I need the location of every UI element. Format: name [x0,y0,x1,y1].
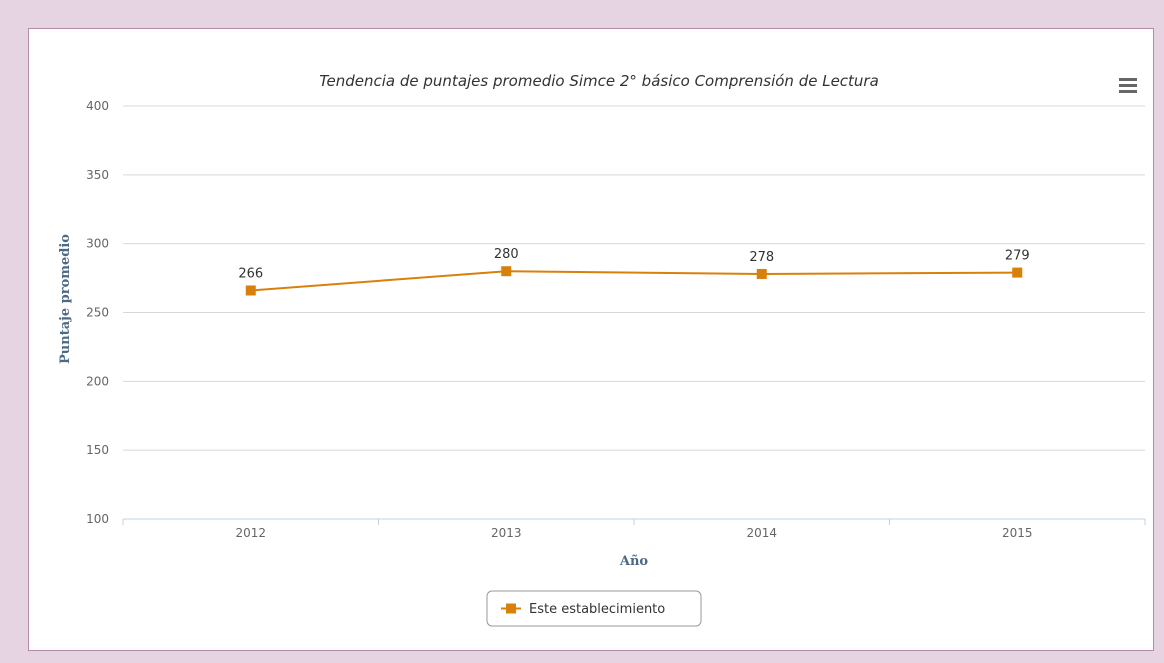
x-tick-label: 2012 [235,526,266,540]
legend-square-marker-icon [506,603,516,614]
chart-container: Tendencia de puntajes promedio Simce 2° … [28,28,1154,651]
legend-box [486,590,702,627]
y-tick-label: 250 [86,306,109,320]
y-tick-label: 350 [86,168,109,182]
x-axis-title: Año [619,554,649,569]
y-tick-label: 150 [86,443,109,457]
series-este-establecimiento: 266 280 278 279 [238,247,1030,296]
data-label: 279 [1005,249,1030,264]
y-tick-label: 300 [86,237,109,251]
data-label: 266 [238,266,263,281]
x-tick-label: 2013 [491,526,522,540]
data-label: 278 [749,250,774,265]
data-point[interactable] [756,268,767,279]
data-label: 280 [494,247,519,262]
grid-lines [123,105,1145,451]
y-axis-ticks: 100 150 200 250 300 350 400 [86,99,109,526]
data-point[interactable] [1012,267,1023,278]
y-tick-label: 100 [86,512,109,526]
x-tick-label: 2014 [746,526,777,540]
legend-item-este-establecimiento[interactable]: Este establecimiento [529,602,665,617]
hamburger-menu-icon[interactable] [1117,74,1139,96]
y-tick-label: 200 [86,374,109,388]
legend[interactable]: Este establecimiento [486,590,702,627]
data-point[interactable] [501,266,512,277]
y-axis-title: Puntaje promedio [58,234,73,364]
series-line [250,270,1018,292]
x-axis: 2012 2013 2014 2015 [122,518,1146,540]
x-tick-label: 2015 [1002,526,1033,540]
data-point[interactable] [245,285,256,296]
chart-title: Tendencia de puntajes promedio Simce 2° … [319,72,879,90]
line-chart: Tendencia de puntajes promedio Simce 2° … [58,72,1146,627]
y-tick-label: 400 [86,99,109,113]
